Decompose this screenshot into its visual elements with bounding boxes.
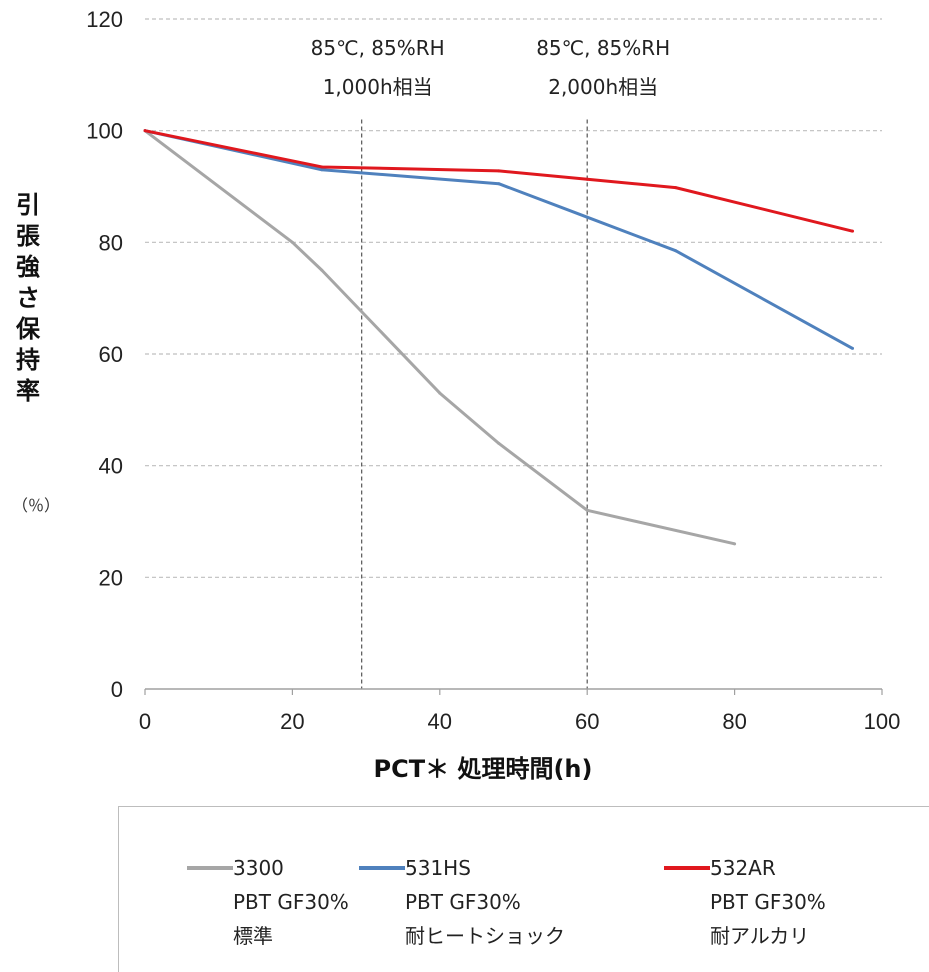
data-point-532ar — [497, 169, 501, 173]
line-chart: 0 20 40 60 80 100 120 0 20 40 60 80 100 85℃, 85%RH 1,… — [12, 7, 900, 783]
y-tick-label: 80 — [99, 230, 123, 255]
x-axis-title: PCT＊ 処理時間(h) — [374, 755, 593, 783]
data-point-3300 — [290, 240, 294, 244]
y-tick-label: 40 — [99, 454, 123, 479]
data-point-531hs — [497, 182, 501, 186]
legend-material: PBT GF30% — [405, 890, 521, 914]
legend-entry-3300: 3300 PBT GF30% 標準 — [187, 851, 349, 953]
x-tick-label: 80 — [722, 709, 746, 734]
legend-grade: 耐ヒートショック — [405, 924, 565, 948]
data-point-3300 — [320, 268, 324, 272]
gridlines — [145, 18, 882, 578]
x-tick-label: 40 — [428, 709, 452, 734]
reference-label-equivalent: 2,000h相当 — [548, 75, 658, 99]
data-point-532ar — [851, 229, 855, 233]
y-tick-label: 120 — [86, 7, 123, 32]
legend-swatch-3300 — [187, 866, 233, 870]
reference-lines — [361, 119, 588, 689]
series-line-531hs — [144, 129, 854, 350]
data-point-3300 — [733, 542, 737, 546]
legend-label: 532AR — [710, 856, 776, 880]
reference-label-condition: 85℃, 85%RH — [536, 36, 670, 60]
legend: 3300 PBT GF30% 標準 531HS PBT GF30% 耐ヒートショ… — [118, 806, 929, 972]
data-point-531hs — [320, 168, 324, 172]
reference-label-condition: 85℃, 85%RH — [311, 36, 445, 60]
tick-labels: 0 20 40 60 80 100 120 0 20 40 60 80 100 — [86, 7, 900, 734]
y-tick-label: 0 — [111, 677, 123, 702]
legend-grade: 標準 — [233, 924, 273, 948]
legend-material: PBT GF30% — [233, 890, 349, 914]
reference-label-equivalent: 1,000h相当 — [323, 75, 433, 99]
y-tick-label: 20 — [99, 565, 123, 590]
series-line-3300 — [144, 129, 735, 546]
legend-label: 531HS — [405, 856, 471, 880]
x-tick-label: 20 — [280, 709, 304, 734]
data-point-531hs — [585, 215, 589, 219]
y-axis-title: 引張強さ保持率 — [15, 191, 41, 405]
data-point-531hs — [851, 346, 855, 350]
series-lines — [143, 129, 855, 546]
x-tick-label: 0 — [139, 709, 151, 734]
legend-entry-531hs: 531HS PBT GF30% 耐ヒートショック — [359, 851, 565, 953]
y-tick-label: 100 — [86, 119, 123, 144]
series-line-532ar — [144, 129, 853, 233]
data-point-531hs — [674, 249, 678, 253]
x-tick-label: 100 — [864, 709, 901, 734]
y-axis-unit: （％） — [12, 496, 60, 515]
data-point-3300 — [438, 391, 442, 395]
data-point-3300 — [497, 441, 501, 445]
legend-material: PBT GF30% — [710, 890, 826, 914]
data-point-532ar — [674, 186, 678, 190]
data-point-532ar — [320, 165, 324, 169]
legend-label: 3300 — [233, 856, 284, 880]
x-tick-label: 60 — [575, 709, 599, 734]
data-point-3300 — [585, 508, 589, 512]
y-tick-label: 60 — [99, 342, 123, 367]
legend-swatch-532ar — [664, 866, 710, 870]
legend-grade: 耐アルカリ — [710, 924, 810, 948]
axes — [144, 688, 883, 695]
annotations: 85℃, 85%RH 1,000h相当 85℃, 85%RH 2,000h相当 — [311, 36, 671, 99]
data-point-532ar — [585, 177, 589, 181]
legend-entry-532ar: 532AR PBT GF30% 耐アルカリ — [664, 851, 826, 953]
legend-swatch-531hs — [359, 866, 405, 870]
data-point-532ar — [143, 129, 147, 133]
